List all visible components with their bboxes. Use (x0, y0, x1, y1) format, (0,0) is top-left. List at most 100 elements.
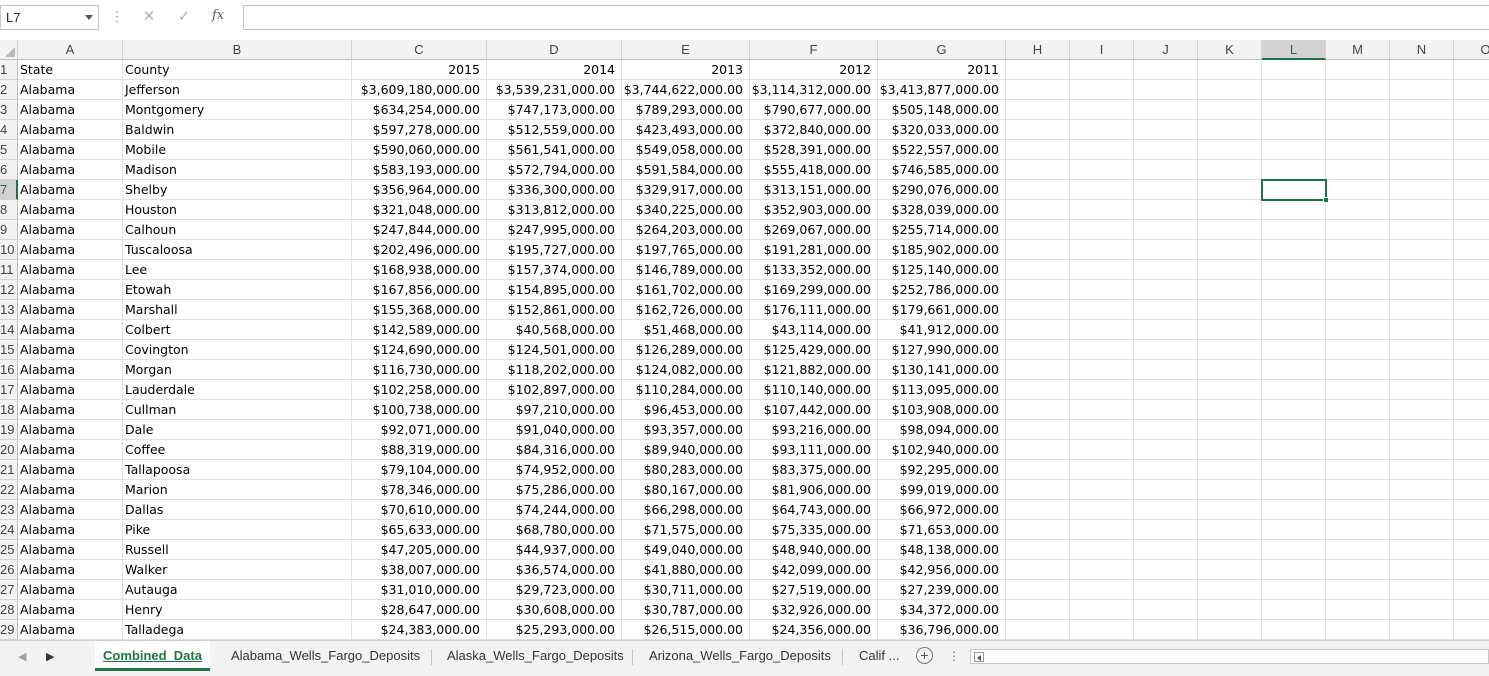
cell-g13[interactable]: $179,661,000.00 (878, 300, 1006, 320)
cell-i20[interactable] (1070, 440, 1134, 460)
cell-b28[interactable]: Henry (123, 600, 352, 620)
cell-o10[interactable] (1454, 240, 1489, 260)
name-box[interactable]: L7 (0, 5, 99, 30)
cell-c2[interactable]: $3,609,180,000.00 (352, 80, 487, 100)
cell-k28[interactable] (1198, 600, 1262, 620)
cell-j28[interactable] (1134, 600, 1198, 620)
cell-f3[interactable]: $790,677,000.00 (750, 100, 878, 120)
cell-m17[interactable] (1326, 380, 1390, 400)
cell-e8[interactable]: $340,225,000.00 (622, 200, 750, 220)
cell-i16[interactable] (1070, 360, 1134, 380)
cell-l12[interactable] (1262, 280, 1326, 300)
scroll-left-icon[interactable] (974, 652, 984, 662)
row-header[interactable]: 16 (0, 360, 18, 380)
cell-g5[interactable]: $522,557,000.00 (878, 140, 1006, 160)
cell-a14[interactable]: Alabama (18, 320, 123, 340)
cell-c19[interactable]: $92,071,000.00 (352, 420, 487, 440)
cell-d28[interactable]: $30,608,000.00 (487, 600, 622, 620)
column-header-o[interactable]: O (1454, 40, 1489, 60)
cell-n18[interactable] (1390, 400, 1454, 420)
cell-e17[interactable]: $110,284,000.00 (622, 380, 750, 400)
cell-h27[interactable] (1006, 580, 1070, 600)
cell-k3[interactable] (1198, 100, 1262, 120)
cell-n25[interactable] (1390, 540, 1454, 560)
cell-g21[interactable]: $92,295,000.00 (878, 460, 1006, 480)
cell-a10[interactable]: Alabama (18, 240, 123, 260)
cell-g2[interactable]: $3,413,877,000.00 (878, 80, 1006, 100)
row-header[interactable]: 4 (0, 120, 18, 140)
cell-d7[interactable]: $336,300,000.00 (487, 180, 622, 200)
cell-g27[interactable]: $27,239,000.00 (878, 580, 1006, 600)
cell-g6[interactable]: $746,585,000.00 (878, 160, 1006, 180)
cell-b9[interactable]: Calhoun (123, 220, 352, 240)
cell-c16[interactable]: $116,730,000.00 (352, 360, 487, 380)
cell-n17[interactable] (1390, 380, 1454, 400)
cell-d14[interactable]: $40,568,000.00 (487, 320, 622, 340)
cell-o8[interactable] (1454, 200, 1489, 220)
cell-j26[interactable] (1134, 560, 1198, 580)
row-header[interactable]: 26 (0, 560, 18, 580)
cell-m29[interactable] (1326, 620, 1390, 640)
row-header[interactable]: 18 (0, 400, 18, 420)
row-header[interactable]: 20 (0, 440, 18, 460)
cell-a3[interactable]: Alabama (18, 100, 123, 120)
cell-n7[interactable] (1390, 180, 1454, 200)
row-header[interactable]: 9 (0, 220, 18, 240)
cell-a2[interactable]: Alabama (18, 80, 123, 100)
column-header-h[interactable]: H (1006, 40, 1070, 60)
cell-h2[interactable] (1006, 80, 1070, 100)
row-header[interactable]: 7 (0, 180, 18, 200)
cell-d6[interactable]: $572,794,000.00 (487, 160, 622, 180)
cell-l17[interactable] (1262, 380, 1326, 400)
cell-l24[interactable] (1262, 520, 1326, 540)
sheet-tab-combined-data[interactable]: Combined_Data (95, 641, 210, 671)
row-header[interactable]: 29 (0, 620, 18, 640)
cell-o3[interactable] (1454, 100, 1489, 120)
cell-m7[interactable] (1326, 180, 1390, 200)
scroll-tabs-right-icon[interactable]: ▶ (46, 651, 55, 663)
column-header-m[interactable]: M (1326, 40, 1390, 60)
cell-k1[interactable] (1198, 60, 1262, 80)
cell-d15[interactable]: $124,501,000.00 (487, 340, 622, 360)
column-header-k[interactable]: K (1198, 40, 1262, 60)
cell-o17[interactable] (1454, 380, 1489, 400)
cell-g26[interactable]: $42,956,000.00 (878, 560, 1006, 580)
cell-m16[interactable] (1326, 360, 1390, 380)
cell-a27[interactable]: Alabama (18, 580, 123, 600)
cell-m6[interactable] (1326, 160, 1390, 180)
cell-l11[interactable] (1262, 260, 1326, 280)
cell-b17[interactable]: Lauderdale (123, 380, 352, 400)
cell-j14[interactable] (1134, 320, 1198, 340)
cell-n2[interactable] (1390, 80, 1454, 100)
cell-h1[interactable] (1006, 60, 1070, 80)
cell-e3[interactable]: $789,293,000.00 (622, 100, 750, 120)
cell-n28[interactable] (1390, 600, 1454, 620)
row-header[interactable]: 13 (0, 300, 18, 320)
column-header-b[interactable]: B (123, 40, 352, 60)
cell-f21[interactable]: $83,375,000.00 (750, 460, 878, 480)
cell-h22[interactable] (1006, 480, 1070, 500)
cell-f26[interactable]: $42,099,000.00 (750, 560, 878, 580)
cell-c23[interactable]: $70,610,000.00 (352, 500, 487, 520)
cell-n4[interactable] (1390, 120, 1454, 140)
cell-k6[interactable] (1198, 160, 1262, 180)
cell-g19[interactable]: $98,094,000.00 (878, 420, 1006, 440)
cell-f11[interactable]: $133,352,000.00 (750, 260, 878, 280)
row-header[interactable]: 17 (0, 380, 18, 400)
cell-j2[interactable] (1134, 80, 1198, 100)
cell-d4[interactable]: $512,559,000.00 (487, 120, 622, 140)
cell-h21[interactable] (1006, 460, 1070, 480)
cell-l8[interactable] (1262, 200, 1326, 220)
cell-n3[interactable] (1390, 100, 1454, 120)
column-header-g[interactable]: G (878, 40, 1006, 60)
cell-c8[interactable]: $321,048,000.00 (352, 200, 487, 220)
cell-l14[interactable] (1262, 320, 1326, 340)
cell-d5[interactable]: $561,541,000.00 (487, 140, 622, 160)
row-header[interactable]: 6 (0, 160, 18, 180)
cell-k5[interactable] (1198, 140, 1262, 160)
cell-i21[interactable] (1070, 460, 1134, 480)
select-all-button[interactable] (0, 40, 18, 60)
cell-b20[interactable]: Coffee (123, 440, 352, 460)
cell-l3[interactable] (1262, 100, 1326, 120)
cell-j7[interactable] (1134, 180, 1198, 200)
